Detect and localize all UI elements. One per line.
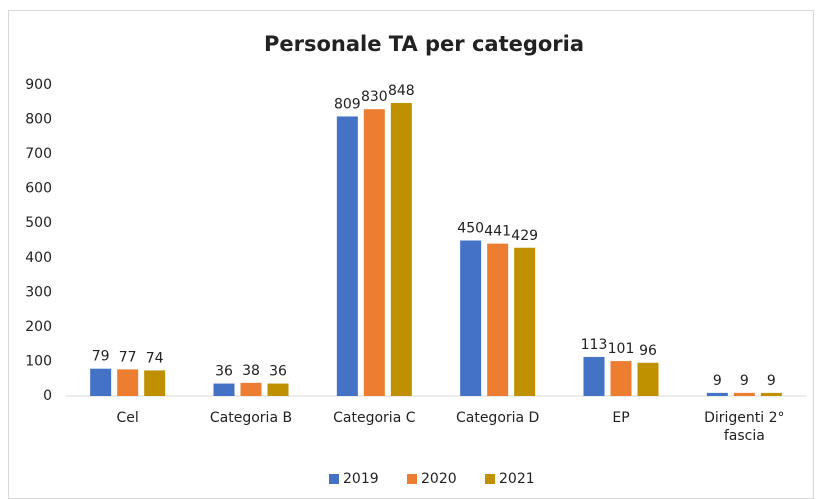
- bar: [514, 247, 536, 396]
- bar: [637, 362, 659, 396]
- data-label: 450: [457, 221, 484, 237]
- y-tick-label: 700: [25, 146, 52, 162]
- y-tick-label: 400: [25, 250, 52, 266]
- bar: [583, 356, 605, 396]
- data-label: 9: [767, 373, 776, 389]
- x-tick-label: Categoria B: [209, 410, 293, 426]
- bar: [117, 369, 139, 396]
- bar: [144, 370, 166, 396]
- bar: [610, 361, 632, 396]
- bar: [213, 383, 235, 396]
- data-label: 9: [713, 373, 722, 389]
- data-label: 441: [484, 224, 511, 240]
- legend-swatch: [329, 474, 339, 484]
- data-label: 9: [740, 373, 749, 389]
- y-tick-label: 800: [25, 112, 52, 128]
- bar: [240, 382, 262, 396]
- bar: [267, 383, 289, 396]
- x-tick-label: Dirigenti 2° fascia: [704, 410, 785, 444]
- data-label: 74: [146, 350, 164, 366]
- data-label: 38: [242, 363, 260, 379]
- bar: [336, 116, 358, 396]
- legend-label: 2021: [499, 471, 535, 487]
- data-label: 36: [269, 364, 287, 380]
- data-label: 848: [388, 83, 415, 99]
- bar: [90, 368, 112, 396]
- x-tick-label: EP: [612, 410, 630, 426]
- data-label: 36: [215, 364, 233, 380]
- y-tick-label: 200: [25, 319, 52, 335]
- x-tick-label: Cel: [116, 410, 139, 426]
- data-label: 77: [119, 349, 137, 365]
- data-label: 101: [608, 341, 635, 357]
- legend-label: 2020: [421, 471, 457, 487]
- y-tick-label: 600: [25, 181, 52, 197]
- x-tick-label: Categoria C: [333, 410, 416, 426]
- bar: [706, 392, 728, 396]
- legend-swatch: [485, 474, 495, 484]
- data-label: 429: [511, 228, 538, 244]
- y-tick-label: 100: [25, 353, 52, 369]
- chart-title: Personale TA per categoria: [264, 32, 584, 56]
- bar: [487, 243, 509, 396]
- legend-label: 2019: [343, 471, 379, 487]
- legend-swatch: [407, 474, 417, 484]
- data-label: 79: [92, 349, 110, 365]
- data-label: 830: [361, 89, 388, 105]
- y-tick-label: 0: [43, 388, 52, 404]
- y-tick-label: 900: [25, 77, 52, 93]
- y-tick-label: 500: [25, 215, 52, 231]
- bar: [760, 392, 782, 396]
- bar: [390, 102, 412, 397]
- data-label: 809: [334, 96, 361, 112]
- data-label: 96: [639, 343, 657, 359]
- bar: [733, 392, 755, 396]
- x-tick-label: Categoria D: [455, 410, 540, 426]
- y-tick-label: 300: [25, 284, 52, 300]
- data-label: 113: [581, 337, 608, 353]
- bar: [363, 109, 385, 396]
- bar: [460, 240, 482, 396]
